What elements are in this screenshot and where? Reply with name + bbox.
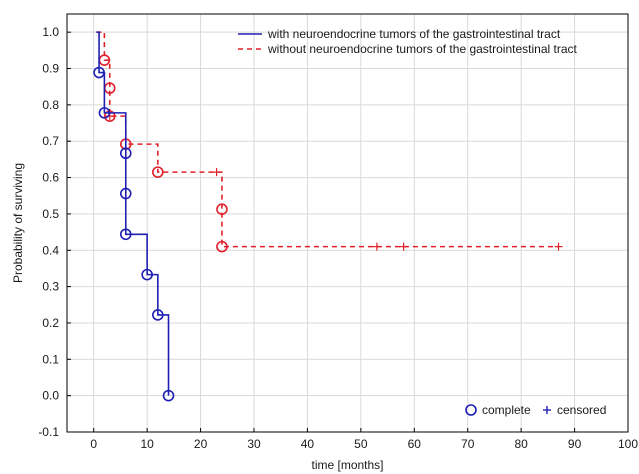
- y-tick-label: 0.3: [42, 280, 59, 294]
- complete-event-marker: [216, 240, 228, 253]
- y-tick-label: 0.8: [42, 98, 59, 112]
- complete-event-marker: [162, 389, 175, 402]
- censored-marker: [399, 242, 408, 251]
- y-tick-label: 1.0: [42, 25, 59, 39]
- x-tick-label: 100: [618, 437, 638, 451]
- axis-ticks: 0 10 20 30 40 50 60 70 80 90 100 -0.1 0.0 0.1 0.2 0.3 0.…: [38, 25, 638, 451]
- y-tick-label: 0.6: [42, 171, 59, 185]
- x-tick-label: 50: [354, 437, 368, 451]
- censored-marker: [554, 242, 563, 251]
- series-legend: with neuroendocrine tumors of the gastro…: [238, 27, 578, 56]
- complete-event-marker: [152, 309, 164, 321]
- y-tick-label: 0.5: [42, 207, 59, 221]
- y-tick-label: 0.9: [42, 62, 59, 76]
- series-with-net: [93, 31, 175, 402]
- x-tick-label: 20: [194, 437, 208, 451]
- x-tick-label: 10: [140, 437, 154, 451]
- y-tick-label: 0.4: [42, 243, 59, 257]
- y-axis-label: Probability of surviving: [11, 163, 25, 283]
- x-tick-label: 80: [514, 437, 528, 451]
- complete-event-marker: [98, 107, 111, 119]
- complete-event-marker: [119, 228, 132, 241]
- grid-lines: [67, 14, 629, 433]
- series-without-net: [96, 31, 563, 253]
- legend-label-without-net: without neuroendocrine tumors of the gas…: [267, 42, 578, 56]
- x-tick-label: 40: [301, 437, 315, 451]
- y-tick-label: 0.1: [42, 352, 59, 366]
- marker-legend: complete censored: [465, 403, 606, 417]
- legend-label-complete: complete: [482, 403, 531, 417]
- x-tick-label: 70: [461, 437, 475, 451]
- legend-label-with-net: with neuroendocrine tumors of the gastro…: [267, 27, 561, 41]
- complete-event-marker: [216, 203, 228, 215]
- complete-event-marker: [93, 66, 105, 79]
- x-tick-label: 30: [247, 437, 261, 451]
- complete-event-marker: [152, 166, 164, 178]
- series-layer: [93, 31, 563, 402]
- y-tick-label: -0.1: [38, 425, 59, 439]
- complete-marker-swatch: [465, 404, 477, 416]
- y-tick-label: 0.2: [42, 316, 59, 330]
- x-axis-label: time [months]: [311, 458, 383, 472]
- complete-event-marker: [119, 187, 132, 200]
- legend-label-censored: censored: [557, 403, 606, 417]
- complete-event-marker: [119, 147, 132, 160]
- censored-marker: [372, 242, 381, 251]
- censored-marker: [212, 168, 221, 177]
- y-tick-label: 0.7: [42, 134, 59, 148]
- survival-step-line: [96, 31, 559, 248]
- complete-event-marker: [141, 268, 153, 281]
- x-tick-label: 90: [568, 437, 582, 451]
- plot-frame: [66, 13, 629, 433]
- survival-step-line: [96, 31, 170, 396]
- x-tick-label: 0: [90, 437, 97, 451]
- censored-marker-swatch: [543, 406, 551, 414]
- y-tick-label: 0.0: [42, 389, 59, 403]
- x-tick-label: 60: [408, 437, 422, 451]
